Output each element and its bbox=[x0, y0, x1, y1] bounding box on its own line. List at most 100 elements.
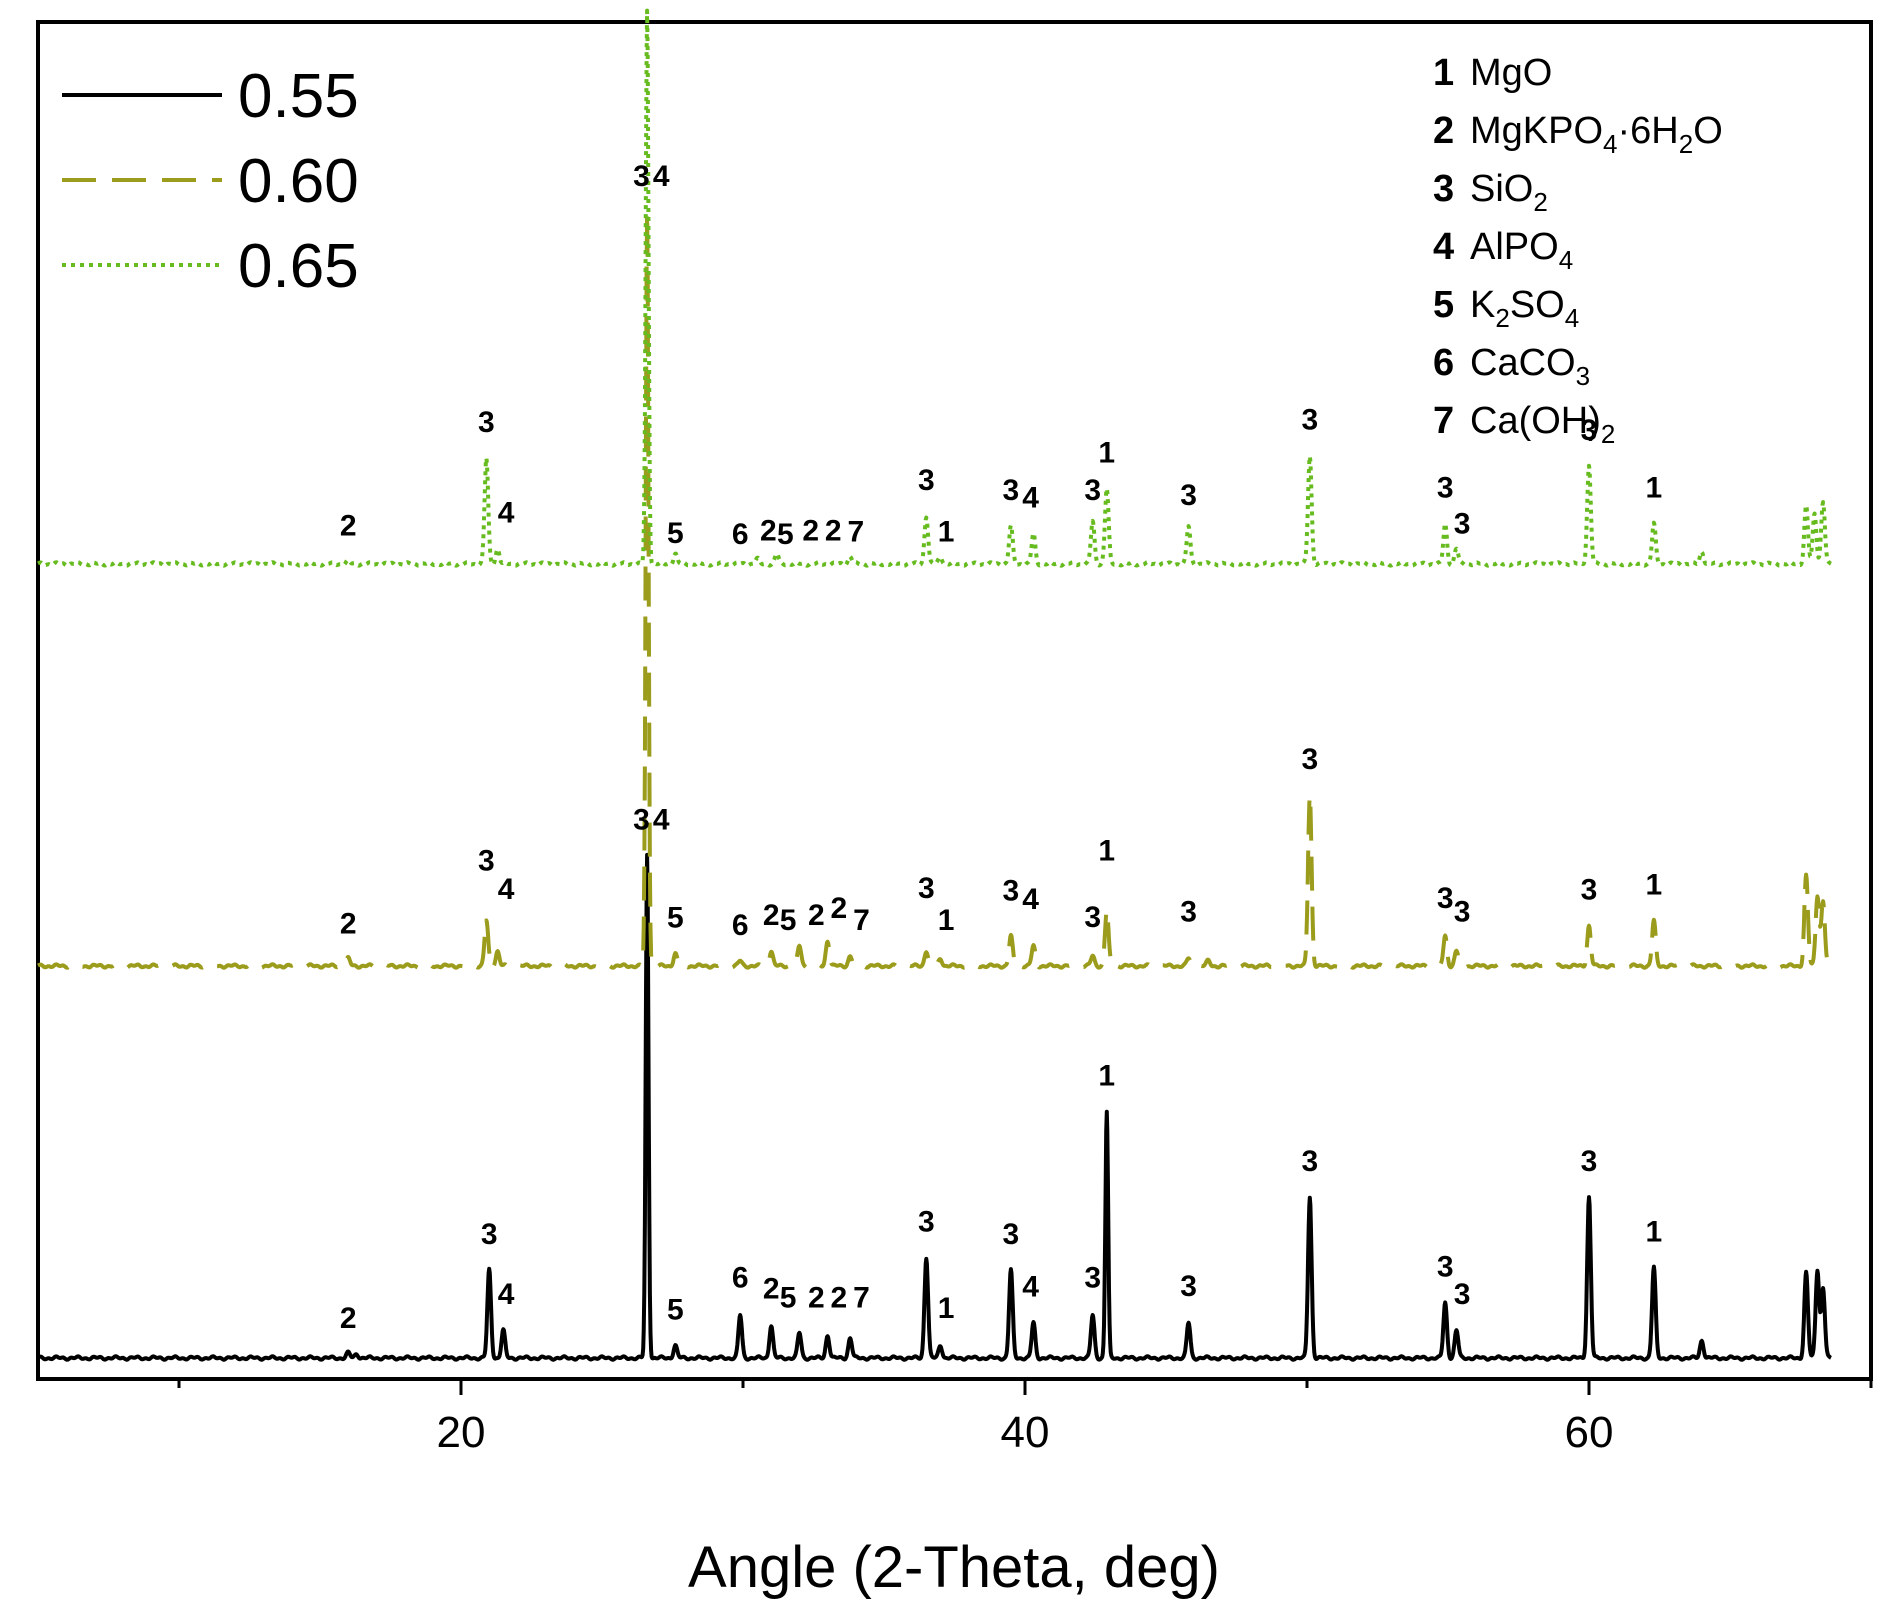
peak-label: 1 bbox=[1098, 436, 1115, 469]
peak-label: 6 bbox=[732, 518, 749, 551]
phase-legend: 1 MgO 2 MgKPO4·6H2O 3 SiO2 4 AlPO4 5 K2SO4 6 CaCO3 7… bbox=[1433, 52, 1723, 449]
series-legend: 0.55 0.60 0.65 bbox=[62, 62, 359, 301]
peak-label: 3 bbox=[1301, 1145, 1318, 1178]
peak-label: 2 bbox=[825, 514, 842, 547]
peak-label: 1 bbox=[938, 904, 955, 937]
phase-formula: SiO2 bbox=[1470, 168, 1548, 217]
peak-label: 1 bbox=[1646, 472, 1663, 505]
phase-number: 3 bbox=[1433, 168, 1454, 210]
peak-label: 3 bbox=[1454, 508, 1471, 541]
peak-label: 3 bbox=[1003, 474, 1020, 507]
phase-formula: MgO bbox=[1470, 52, 1552, 94]
peak-label: 5 bbox=[667, 1293, 684, 1326]
peak-label: 1 bbox=[938, 1292, 955, 1325]
peak-label: 4 bbox=[498, 873, 515, 906]
peak-label: 4 bbox=[1022, 883, 1039, 916]
phase-formula: AlPO4 bbox=[1470, 226, 1573, 275]
peak-label: 4 bbox=[498, 497, 515, 530]
peak-label: 3 bbox=[918, 1205, 935, 1238]
peak-label: 1 bbox=[938, 515, 955, 548]
peak-label: 2 bbox=[340, 907, 357, 940]
plot-frame bbox=[36, 20, 1873, 1381]
x-tick-label: 60 bbox=[1565, 1408, 1614, 1457]
x-tick-label: 40 bbox=[1001, 1408, 1050, 1457]
phase-number: 2 bbox=[1433, 110, 1454, 152]
peak-label: 3 bbox=[1180, 896, 1197, 929]
peak-label: 2 bbox=[340, 509, 357, 542]
peak-label: 3 bbox=[1003, 1218, 1020, 1251]
peak-label: 6 bbox=[732, 909, 749, 942]
peak-label: 3 bbox=[478, 406, 495, 439]
peak-label: 3 bbox=[1180, 1270, 1197, 1303]
peak-label: 3 bbox=[633, 803, 650, 836]
phase-number: 5 bbox=[1433, 284, 1454, 326]
x-tick-label: 20 bbox=[437, 1408, 486, 1457]
peak-label: 2 bbox=[763, 899, 780, 932]
peak-label: 4 bbox=[498, 1278, 515, 1311]
series-line-0.65 bbox=[36, 8, 1833, 568]
peak-label: 5 bbox=[777, 518, 794, 551]
phase-formula: K2SO4 bbox=[1470, 284, 1579, 333]
legend-label-0.60: 0.60 bbox=[238, 147, 359, 216]
series-line-0.55 bbox=[36, 852, 1833, 1362]
phase-number: 6 bbox=[1433, 342, 1454, 384]
peak-label: 3 bbox=[918, 872, 935, 905]
peak-label: 7 bbox=[853, 1282, 870, 1315]
peak-label: 3 bbox=[1180, 479, 1197, 512]
peak-label: 3 bbox=[1084, 901, 1101, 934]
peak-label: 3 bbox=[1581, 874, 1598, 907]
peak-label: 5 bbox=[780, 1282, 797, 1315]
peak-label: 1 bbox=[1098, 834, 1115, 867]
peak-label: 5 bbox=[667, 517, 684, 550]
peak-label: 3 bbox=[1003, 875, 1020, 908]
peak-label: 3 bbox=[1301, 404, 1318, 437]
peak-label: 2 bbox=[808, 1282, 825, 1315]
peak-label: 2 bbox=[802, 514, 819, 547]
peak-label: 7 bbox=[847, 515, 864, 548]
peak-label: 4 bbox=[653, 160, 670, 193]
peak-label: 3 bbox=[1454, 896, 1471, 929]
series-line-0.60 bbox=[36, 209, 1833, 970]
peak-label: 2 bbox=[760, 514, 777, 547]
phase-number: 1 bbox=[1433, 52, 1454, 94]
peak-label: 3 bbox=[481, 1218, 498, 1251]
peak-label: 3 bbox=[1084, 474, 1101, 507]
peak-label: 3 bbox=[1581, 1145, 1598, 1178]
peak-label: 2 bbox=[831, 1282, 848, 1315]
peak-label: 3 bbox=[1437, 1251, 1454, 1284]
peak-label: 3 bbox=[478, 844, 495, 877]
phase-formula: Ca(OH)2 bbox=[1470, 400, 1615, 449]
peak-label: 2 bbox=[340, 1302, 357, 1335]
phase-formula: MgKPO4·6H2O bbox=[1470, 110, 1723, 159]
peak-label: 3 bbox=[1437, 882, 1454, 915]
peak-label: 3 bbox=[1301, 743, 1318, 776]
peak-label: 4 bbox=[1022, 1271, 1039, 1304]
phase-formula: CaCO3 bbox=[1470, 342, 1590, 391]
peak-label: 3 bbox=[1454, 1278, 1471, 1311]
peak-label: 1 bbox=[1646, 869, 1663, 902]
peak-label: 2 bbox=[763, 1273, 780, 1306]
peak-label: 3 bbox=[1581, 414, 1598, 447]
peak-label: 3 bbox=[918, 464, 935, 497]
legend-label-0.55: 0.55 bbox=[238, 62, 359, 131]
peak-label: 4 bbox=[1022, 482, 1039, 515]
peak-label: 2 bbox=[808, 899, 825, 932]
peak-label: 7 bbox=[853, 904, 870, 937]
peak-label: 2 bbox=[831, 892, 848, 925]
phase-number: 4 bbox=[1433, 226, 1454, 268]
x-axis: 20 40 60 bbox=[177, 1379, 1873, 1457]
legend-label-0.65: 0.65 bbox=[238, 232, 359, 301]
peak-label: 6 bbox=[732, 1262, 749, 1295]
peak-label: 3 bbox=[1084, 1262, 1101, 1295]
peak-label: 5 bbox=[667, 901, 684, 934]
series-layer bbox=[36, 8, 1833, 1362]
x-axis-title: Angle (2-Theta, deg) bbox=[688, 1535, 1220, 1600]
peak-label: 1 bbox=[1098, 1060, 1115, 1093]
peak-label: 5 bbox=[780, 904, 797, 937]
peak-label: 3 bbox=[633, 160, 650, 193]
peak-label: 3 bbox=[1437, 472, 1454, 505]
peak-label: 1 bbox=[1646, 1215, 1663, 1248]
peak-label: 4 bbox=[653, 803, 670, 836]
